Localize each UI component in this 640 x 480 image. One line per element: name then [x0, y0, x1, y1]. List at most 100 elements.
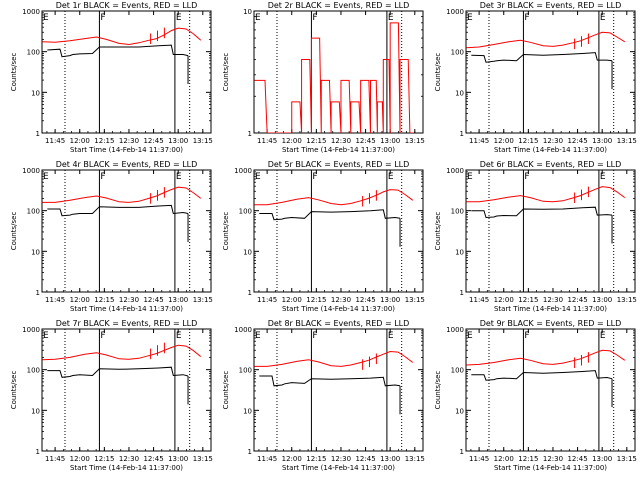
mode-marker-label: E — [176, 13, 182, 23]
x-tick-label: 12:45 — [567, 296, 587, 304]
mode-marker-label: E — [255, 331, 261, 341]
x-tick-label: 12:15 — [306, 296, 326, 304]
x-tick-label: 11:45 — [45, 296, 65, 304]
x-tick-label: 12:45 — [567, 137, 587, 145]
events-rate-line — [471, 206, 613, 219]
x-tick-label: 13:00 — [168, 455, 188, 463]
y-axis-label: Counts/sec — [434, 371, 442, 410]
detector-panel: Det 6r BLACK = Events, RED = LLD 1 10 100 10… — [434, 160, 637, 313]
y-tick-label: 100 — [27, 367, 40, 375]
x-tick-label: 11:45 — [45, 137, 65, 145]
x-tick-label: 13:00 — [592, 296, 612, 304]
mode-marker-label: E — [600, 172, 606, 182]
panel-title: Det 9r BLACK = Events, RED = LLD — [480, 319, 622, 328]
plot-frame — [465, 10, 636, 134]
y-tick-label: 100 — [27, 49, 40, 57]
y-axis-label: Counts/sec — [222, 212, 230, 251]
mode-marker-label: F — [524, 331, 529, 341]
x-tick-label: 12:15 — [94, 296, 114, 304]
x-tick-label: 12:00 — [70, 455, 90, 463]
y-tick-label: 10 — [31, 89, 40, 97]
x-tick-label: 13:15 — [405, 455, 425, 463]
y-tick-label: 1000 — [446, 8, 464, 16]
x-tick-label: 12:45 — [567, 455, 587, 463]
mode-marker-label: E — [467, 13, 473, 23]
detector-panel: Det 5r BLACK = Events, RED = LLD 1 10 100 10… — [222, 160, 425, 313]
mode-marker-label: E — [467, 172, 473, 182]
y-axis-label: Counts/sec — [10, 371, 18, 410]
mode-marker-label: E — [255, 172, 261, 182]
y-tick-label: 10 — [455, 407, 464, 415]
y-tick-label: 1 — [460, 289, 464, 297]
mode-marker-label: E — [255, 13, 261, 23]
y-tick-label: 100 — [239, 208, 252, 216]
plot-frame — [465, 328, 636, 452]
x-tick-label: 12:30 — [119, 296, 139, 304]
mode-marker-label: E — [176, 172, 182, 182]
x-tick-label: 13:15 — [617, 455, 637, 463]
panel-title: Det 8r BLACK = Events, RED = LLD — [268, 319, 410, 328]
y-tick-label: 1 — [460, 130, 464, 138]
events-rate-line — [259, 375, 401, 387]
x-tick-label: 12:45 — [143, 137, 163, 145]
mode-marker-label: E — [176, 331, 182, 341]
x-tick-label: 12:15 — [518, 455, 538, 463]
detector-panel: Det 4r BLACK = Events, RED = LLD 1 10 100 10… — [10, 160, 213, 313]
y-tick-label: 100 — [239, 367, 252, 375]
lld-rate-line — [466, 349, 626, 366]
mode-marker-label: F — [100, 13, 105, 23]
x-tick-label: 11:45 — [469, 296, 489, 304]
x-tick-label: 13:15 — [193, 455, 213, 463]
detector-panel: Det 3r BLACK = Events, RED = LLD 1 10 100 10… — [434, 1, 637, 154]
plot-frame — [253, 169, 424, 293]
x-tick-label: 13:00 — [592, 455, 612, 463]
y-tick-label: 10 — [243, 248, 252, 256]
x-tick-label: 12:30 — [331, 296, 351, 304]
plot-frame — [465, 169, 636, 293]
x-tick-label: 12:00 — [282, 455, 302, 463]
detector-panel: Det 7r BLACK = Events, RED = LLD 1 10 100 10… — [10, 319, 213, 472]
panel-title: Det 4r BLACK = Events, RED = LLD — [56, 160, 198, 169]
x-tick-label: 11:45 — [469, 137, 489, 145]
x-tick-label: 12:15 — [518, 137, 538, 145]
x-tick-label: 13:00 — [168, 296, 188, 304]
x-tick-label: 13:15 — [617, 137, 637, 145]
detector-panel: Det 8r BLACK = Events, RED = LLD 1 10 100 10… — [222, 319, 425, 472]
y-tick-label: 1 — [36, 130, 40, 138]
x-tick-label: 13:15 — [193, 137, 213, 145]
x-tick-label: 12:45 — [143, 296, 163, 304]
panel-title: Det 2r BLACK = Events, RED = LLD — [268, 1, 410, 10]
detector-panel: Det 2r BLACK = Events, RED = LLD 1 10 11:45… — [222, 1, 425, 154]
x-tick-label: 12:00 — [282, 296, 302, 304]
x-tick-label: 12:30 — [543, 137, 563, 145]
events-rate-line — [259, 209, 401, 221]
x-tick-label: 12:45 — [355, 455, 375, 463]
mode-marker-label: E — [43, 172, 49, 182]
x-tick-label: 12:00 — [494, 455, 514, 463]
mode-marker-label: F — [100, 331, 105, 341]
events-rate-line — [471, 370, 613, 381]
y-tick-label: 1 — [36, 448, 40, 456]
mode-marker-label: F — [312, 172, 317, 182]
x-tick-label: 12:15 — [94, 137, 114, 145]
y-axis-label: Counts/sec — [222, 371, 230, 410]
y-tick-label: 100 — [451, 367, 464, 375]
panel-title: Det 5r BLACK = Events, RED = LLD — [268, 160, 410, 169]
x-tick-label: 12:30 — [119, 455, 139, 463]
lld-rate-line — [254, 350, 414, 367]
y-axis-label: Counts/sec — [434, 53, 442, 92]
y-tick-label: 1 — [248, 289, 252, 297]
y-tick-label: 1000 — [446, 167, 464, 175]
x-tick-label: 13:00 — [380, 455, 400, 463]
events-rate-line — [47, 44, 189, 58]
x-tick-label: 12:30 — [543, 296, 563, 304]
mode-marker-label: E — [600, 13, 606, 23]
x-tick-label: 12:00 — [70, 137, 90, 145]
y-axis-label: Counts/sec — [10, 212, 18, 251]
mode-marker-label: F — [524, 13, 529, 23]
x-tick-label: 12:45 — [143, 455, 163, 463]
x-axis-label: Start Time (14-Feb-14 11:37:00) — [282, 146, 395, 154]
plot-frame — [253, 328, 424, 452]
x-tick-label: 12:00 — [282, 137, 302, 145]
